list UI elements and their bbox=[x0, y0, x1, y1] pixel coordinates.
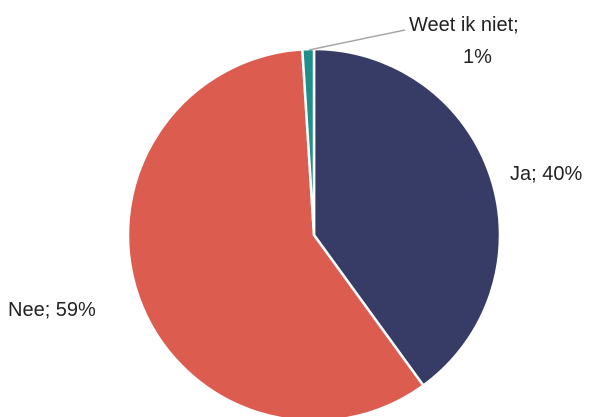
label-nee: Nee; 59% bbox=[8, 299, 96, 321]
pie-slice-nee bbox=[126, 48, 425, 417]
leader-line-weet-ik-niet bbox=[308, 29, 406, 51]
pie-slices bbox=[126, 47, 502, 417]
label-weet-ik-niet-line1: Weet ik niet; bbox=[409, 14, 519, 36]
label-ja: Ja; 40% bbox=[510, 163, 582, 185]
pie-slice-ja bbox=[312, 47, 502, 387]
label-weet-ik-niet-line2: 1% bbox=[463, 46, 492, 68]
